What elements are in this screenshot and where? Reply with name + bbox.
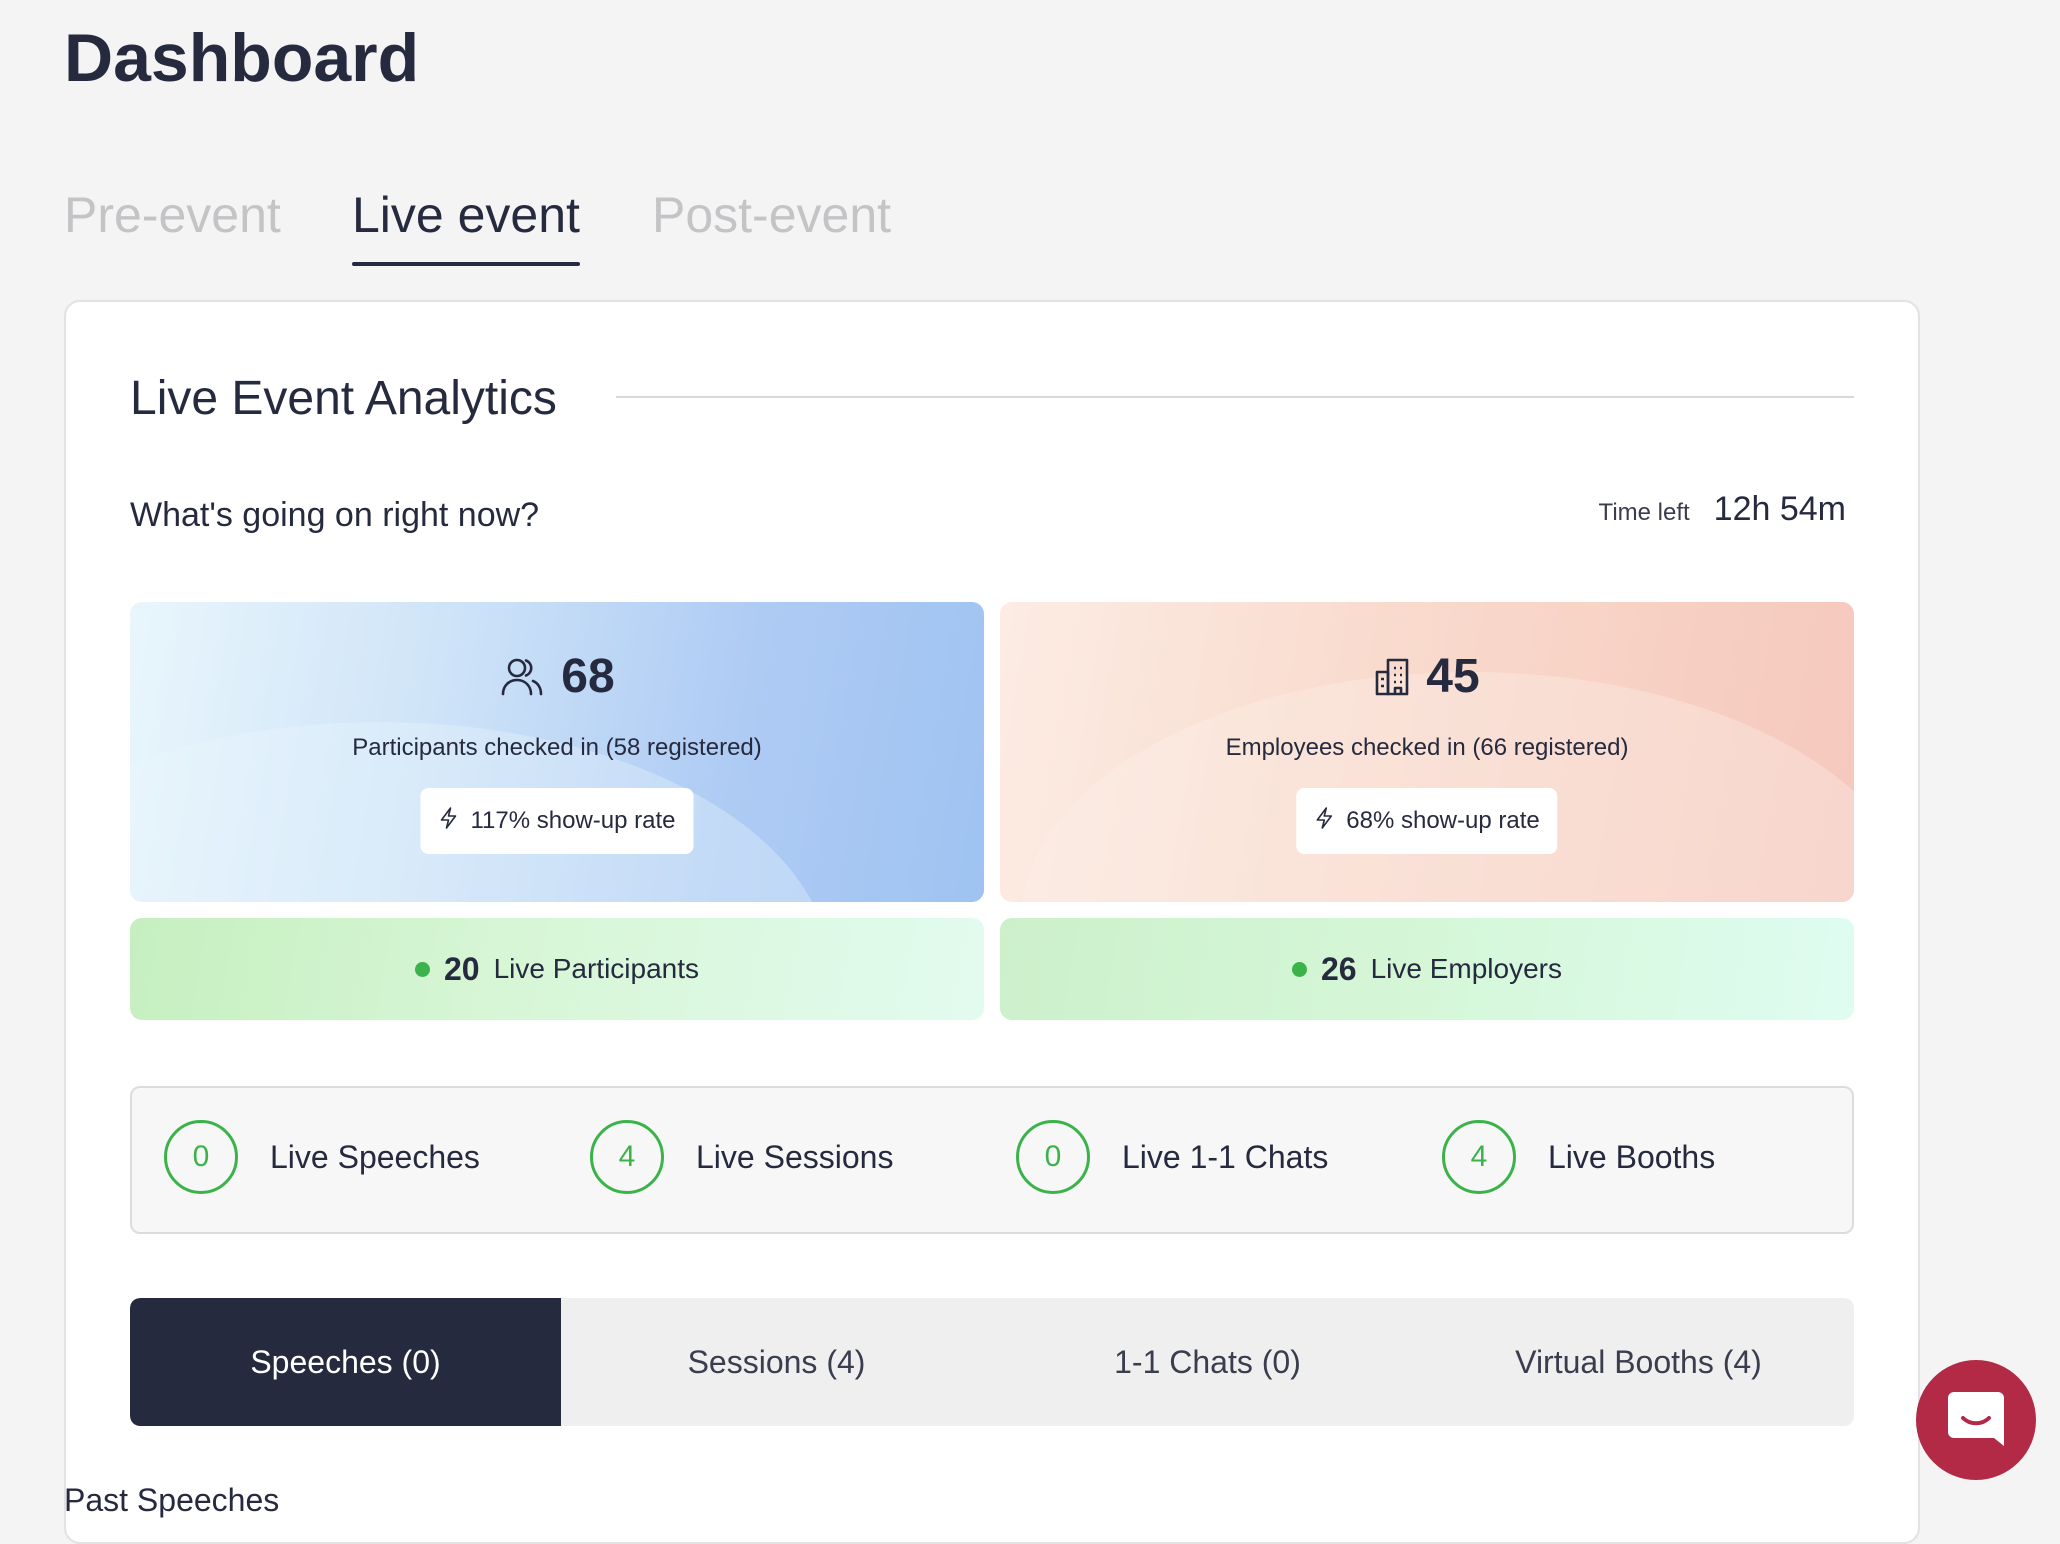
subtab-sessions[interactable]: Sessions (4) — [687, 1343, 866, 1380]
live-participants-label: Live Participants — [493, 953, 700, 984]
employees-rate-text: 68% show-up rate — [1346, 807, 1540, 834]
live-participants-bar: 20 Live Participants — [130, 918, 984, 1020]
counter-value: 4 — [590, 1120, 664, 1194]
participants-stat-card: 68 Participants checked in (58 registere… — [130, 602, 984, 902]
counter-value: 0 — [164, 1120, 238, 1194]
live-employers-label: Live Employers — [1370, 953, 1562, 984]
participants-show-up-rate: 117% show-up rate — [420, 788, 694, 854]
counter-live-sessions: 4 Live Sessions — [590, 1120, 893, 1194]
lightning-icon — [438, 806, 458, 837]
counter-label: Live 1-1 Chats — [1122, 1138, 1329, 1175]
status-question: What's going on right now? — [130, 496, 540, 534]
chat-bubble-icon — [1944, 1386, 2008, 1455]
employees-show-up-rate: 68% show-up rate — [1296, 788, 1558, 854]
participants-description: Participants checked in (58 registered) — [352, 734, 762, 761]
users-icon — [499, 654, 545, 700]
participants-count: 68 — [561, 650, 615, 703]
time-left-value: 12h 54m — [1713, 490, 1846, 528]
subtab-speeches[interactable]: Speeches (0) — [130, 1298, 561, 1426]
time-left-label: Time left — [1598, 499, 1690, 526]
counter-label: Live Speeches — [270, 1138, 480, 1175]
counter-live-speeches: 0 Live Speeches — [164, 1120, 480, 1194]
employees-stat-card: 45 Employees checked in (66 registered) … — [1000, 602, 1854, 902]
title-divider — [616, 396, 1854, 398]
counter-value: 0 — [1016, 1120, 1090, 1194]
building-icon — [1374, 657, 1410, 697]
lightning-icon — [1314, 806, 1334, 837]
counter-label: Live Sessions — [696, 1138, 894, 1175]
counter-label: Live Booths — [1548, 1138, 1716, 1175]
live-indicator-dot — [1292, 961, 1307, 977]
employees-count: 45 — [1426, 650, 1480, 703]
counter-value: 4 — [1442, 1120, 1516, 1194]
live-activity-counters: 0 Live Speeches 4 Live Sessions 0 Live 1… — [130, 1086, 1854, 1234]
employees-description: Employees checked in (66 registered) — [1225, 734, 1629, 761]
subtab-chats[interactable]: 1-1 Chats (0) — [1114, 1343, 1301, 1380]
live-indicator-dot — [414, 961, 430, 977]
page-title: Dashboard — [64, 20, 420, 96]
counter-live-booths: 4 Live Booths — [1442, 1120, 1715, 1194]
time-left: Time left 12h 54m — [1599, 490, 1846, 529]
counter-live-chats: 0 Live 1-1 Chats — [1016, 1120, 1328, 1194]
participants-rate-text: 117% show-up rate — [470, 807, 676, 834]
live-employers-bar: 26 Live Employers — [1000, 918, 1854, 1020]
tab-live-event[interactable]: Live event — [352, 180, 580, 266]
live-employers-count: 26 — [1321, 950, 1357, 987]
section-title: Live Event Analytics — [130, 372, 557, 425]
live-analytics-card: Live Event Analytics What's going on rig… — [64, 300, 1920, 1544]
chat-widget-button[interactable] — [1916, 1360, 2036, 1480]
tab-post-event[interactable]: Post-event — [652, 187, 892, 243]
past-speeches-heading: Past Speeches — [64, 1482, 280, 1518]
live-participants-count: 20 — [443, 950, 480, 987]
activity-subtabs: Speeches (0) Sessions (4) 1-1 Chats (0) … — [130, 1298, 1854, 1426]
subtab-virtual-booths[interactable]: Virtual Booths (4) — [1515, 1343, 1762, 1380]
tab-pre-event[interactable]: Pre-event — [64, 187, 281, 243]
